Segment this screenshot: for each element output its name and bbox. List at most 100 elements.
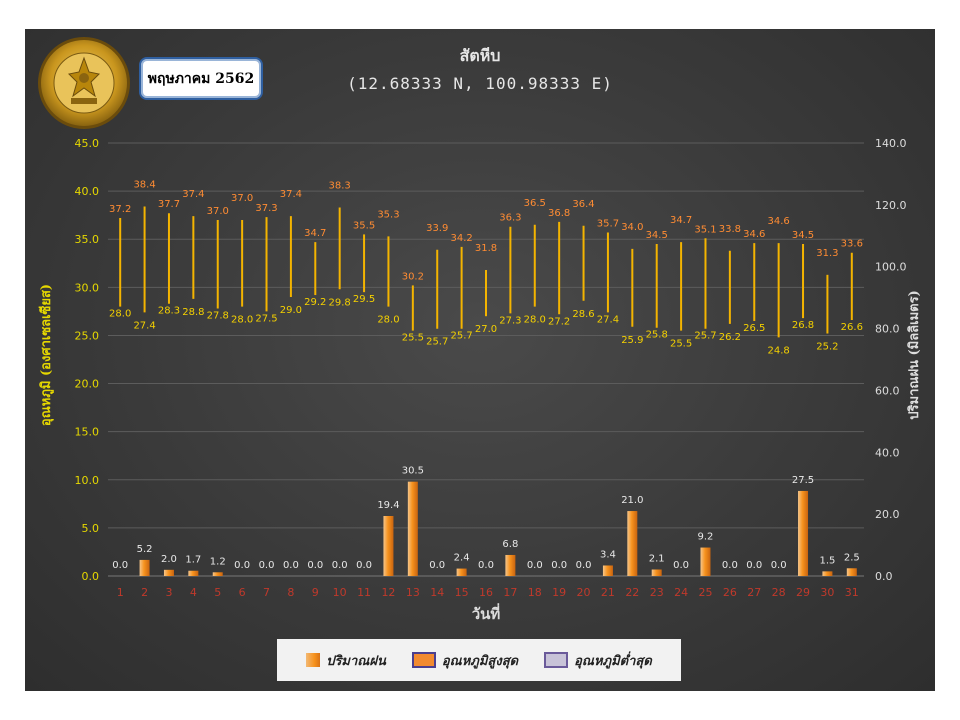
min-temp-label: 27.8: [207, 311, 229, 322]
rain-data-label: 0.0: [332, 560, 348, 571]
x-axis-title: วันที่: [472, 603, 501, 623]
min-temp-label: 25.7: [426, 337, 448, 348]
max-temp-label: 31.3: [816, 248, 838, 259]
left-axis-tick-label: 30.0: [75, 281, 100, 294]
rain-bar: [700, 547, 711, 576]
rain-data-label: 30.5: [402, 466, 424, 477]
max-temp-label: 37.0: [231, 193, 253, 204]
x-axis-tick-label: 20: [577, 586, 591, 599]
min-temp-label: 29.8: [329, 297, 351, 308]
legend: ปริมาณฝน อุณหภูมิสูงสุด อุณหภูมิต่ำสุด: [277, 639, 681, 681]
chart-subtitle: (12.68333 N, 100.98333 E): [347, 74, 613, 93]
max-temp-label: 36.5: [524, 198, 546, 209]
rain-data-label: 0.0: [722, 560, 738, 571]
min-temp-label: 27.2: [548, 316, 570, 327]
rain-data-label: 0.0: [283, 560, 299, 571]
left-axis-tick-label: 15.0: [75, 426, 100, 439]
rain-bar: [846, 568, 857, 576]
x-axis-tick-label: 3: [165, 586, 172, 599]
right-axis-tick-label: 40.0: [875, 446, 900, 459]
rain-data-label: 19.4: [377, 500, 399, 511]
x-axis-tick-label: 30: [820, 586, 834, 599]
rain-bar: [163, 569, 174, 576]
min-temp-label: 29.0: [280, 305, 302, 316]
min-temp-label: 25.8: [646, 330, 668, 341]
x-axis-tick-label: 1: [117, 586, 124, 599]
min-temp-label: 27.4: [597, 314, 619, 325]
left-axis-tick-label: 5.0: [82, 522, 100, 535]
rain-data-label: 0.0: [527, 560, 543, 571]
month-label-box: พฤษภาคม 2562: [139, 57, 263, 100]
x-axis-tick-label: 15: [455, 586, 469, 599]
min-temp-label: 26.2: [719, 332, 741, 343]
x-axis-tick-label: 7: [263, 586, 270, 599]
min-temp-label: 25.7: [694, 331, 716, 342]
max-temp-label: 34.2: [450, 233, 472, 244]
legend-swatch-max-temp: [411, 652, 436, 668]
right-axis-tick-label: 100.0: [875, 261, 907, 274]
max-temp-label: 37.7: [158, 199, 180, 210]
min-temp-label: 29.5: [353, 294, 375, 305]
rain-bar: [798, 490, 809, 576]
min-temp-label: 28.0: [109, 309, 131, 320]
min-temp-label: 25.7: [450, 331, 472, 342]
x-axis-tick-label: 19: [552, 586, 566, 599]
rain-bar: [627, 511, 638, 576]
rain-data-label: 0.0: [551, 560, 567, 571]
rain-bar: [383, 515, 394, 576]
rain-bar: [505, 554, 516, 576]
right-axis-tick-label: 140.0: [875, 137, 907, 150]
chart-title: สัตหีบ: [459, 46, 501, 65]
min-temp-label: 28.3: [158, 306, 180, 317]
max-temp-label: 34.6: [768, 216, 790, 227]
left-axis-tick-label: 35.0: [75, 233, 100, 246]
x-axis-tick-label: 12: [381, 586, 395, 599]
rain-data-label: 2.4: [454, 553, 470, 564]
rain-data-label: 0.0: [746, 560, 762, 571]
max-temp-label: 37.4: [280, 189, 302, 200]
x-axis-tick-label: 10: [333, 586, 347, 599]
max-temp-label: 36.8: [548, 208, 570, 219]
min-temp-label: 28.8: [182, 307, 204, 318]
max-temp-label: 38.3: [329, 180, 351, 191]
rain-data-label: 0.0: [112, 560, 128, 571]
x-axis-tick-label: 17: [503, 586, 517, 599]
rain-bar: [602, 565, 613, 576]
rain-bar: [188, 570, 199, 576]
min-temp-label: 27.3: [499, 315, 521, 326]
rain-data-label: 0.0: [576, 560, 592, 571]
max-temp-label: 33.9: [426, 223, 448, 234]
left-axis-tick-label: 0.0: [82, 570, 100, 583]
x-axis-tick-label: 13: [406, 586, 420, 599]
min-temp-label: 28.0: [377, 315, 399, 326]
max-temp-label: 35.5: [353, 220, 375, 231]
max-temp-label: 38.4: [133, 180, 155, 191]
left-axis-tick-label: 25.0: [75, 329, 100, 342]
min-temp-label: 27.0: [475, 324, 497, 335]
max-temp-label: 35.1: [694, 224, 716, 235]
max-temp-label: 34.7: [304, 228, 326, 239]
x-axis-tick-label: 18: [528, 586, 542, 599]
min-temp-label: 25.5: [670, 339, 692, 350]
x-axis-tick-label: 16: [479, 586, 493, 599]
rain-data-label: 0.0: [771, 560, 787, 571]
max-temp-label: 34.6: [743, 229, 765, 240]
rain-bar: [651, 569, 662, 576]
min-temp-label: 25.9: [621, 335, 643, 346]
x-axis-tick-label: 27: [747, 586, 761, 599]
x-axis-tick-label: 28: [772, 586, 786, 599]
legend-label-max-temp: อุณหภูมิสูงสุด: [441, 653, 519, 669]
min-temp-label: 29.2: [304, 297, 326, 308]
right-axis-tick-label: 80.0: [875, 323, 900, 336]
rain-data-label: 0.0: [259, 560, 275, 571]
legend-item-min-temp: อุณหภูมิต่ำสุด: [544, 650, 652, 671]
right-axis-title: ปริมาณฝน (มิลลิเมตร): [907, 290, 922, 419]
rain-data-label: 0.0: [307, 560, 323, 571]
x-axis-tick-label: 9: [312, 586, 319, 599]
rain-data-label: 3.4: [600, 549, 616, 560]
rain-data-label: 1.5: [819, 555, 835, 566]
left-axis-tick-label: 20.0: [75, 378, 100, 391]
rain-data-label: 9.2: [698, 532, 714, 543]
x-axis-tick-label: 29: [796, 586, 810, 599]
min-temp-label: 24.8: [768, 345, 790, 356]
